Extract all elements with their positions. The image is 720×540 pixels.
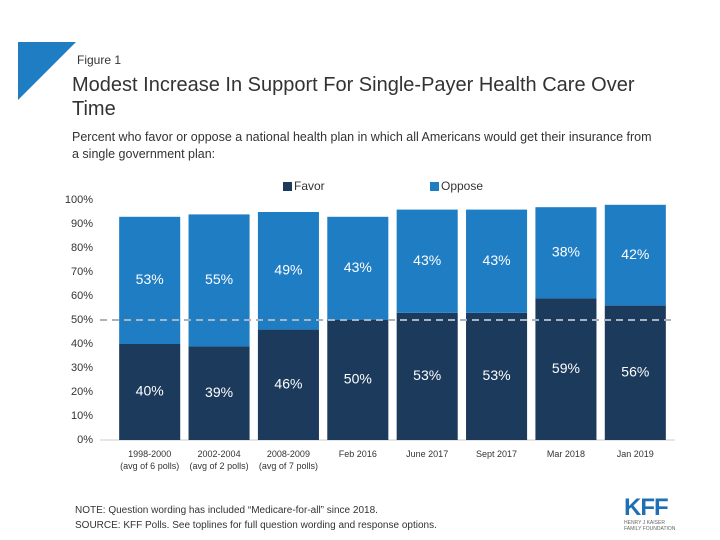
value-label: 56% (621, 364, 649, 380)
bar-segment (257, 212, 319, 330)
bar-segment (466, 209, 528, 313)
value-label: 49% (274, 262, 302, 278)
y-tick-label: 40% (71, 338, 93, 350)
bar-segment (119, 344, 181, 440)
value-label: 43% (483, 252, 511, 268)
bar-segment (535, 207, 597, 299)
bar-segment (396, 209, 458, 313)
legend-swatch (283, 182, 292, 191)
value-label: 53% (413, 367, 441, 383)
value-label: 50% (344, 371, 372, 387)
value-label: 40% (136, 383, 164, 399)
y-tick-label: 90% (71, 218, 93, 230)
x-tick-label: 2002-2004 (avg of 2 polls) (189, 449, 249, 471)
bar-segment (466, 312, 528, 440)
bar-segment (396, 312, 458, 440)
legend-swatch (430, 182, 439, 191)
y-tick-label: 10% (71, 410, 93, 422)
bar-segment (257, 329, 319, 440)
y-tick-label: 30% (71, 362, 93, 374)
chart-subtitle: Percent who favor or oppose a national h… (72, 130, 652, 161)
value-label: 59% (552, 360, 580, 376)
x-tick-label: June 2017 (406, 449, 449, 459)
figure-label: Figure 1 (77, 53, 122, 67)
bar-segment (604, 204, 666, 306)
logo-subtitle: HENRY J KAISER FAMILY FOUNDATION (624, 520, 676, 532)
bar-segment (188, 346, 250, 440)
bar-segment (119, 216, 181, 344)
y-tick-label: 50% (71, 314, 93, 326)
y-tick-label: 20% (71, 386, 93, 398)
value-label: 39% (205, 384, 233, 400)
x-tick-label: 2008-2009 (avg of 7 polls) (258, 449, 318, 471)
x-tick-label: Mar 2018 (546, 449, 585, 459)
logo: KFF (624, 494, 669, 521)
x-tick-label: Feb 2016 (338, 449, 377, 459)
y-tick-label: 80% (71, 242, 93, 254)
value-label: 46% (274, 376, 302, 392)
source: SOURCE: KFF Polls. See toplines for full… (75, 520, 437, 531)
x-tick-label: Sept 2017 (476, 449, 518, 459)
note: NOTE: Question wording has included “Med… (75, 505, 378, 516)
y-tick-label: 100% (65, 194, 93, 206)
y-tick-label: 60% (71, 290, 93, 302)
legend-label: Oppose (441, 179, 483, 193)
chart-title: Modest Increase In Support For Single-Pa… (72, 74, 635, 120)
bar-segment (604, 305, 666, 440)
value-label: 53% (483, 367, 511, 383)
value-label: 43% (413, 252, 441, 268)
x-tick-label: 1998-2000 (avg of 6 polls) (120, 449, 180, 471)
bar-segment (327, 216, 389, 320)
bar-segment (327, 320, 389, 440)
y-tick-label: 70% (71, 266, 93, 278)
bar-segment (188, 214, 250, 347)
y-tick-label: 0% (77, 434, 93, 446)
bar-segment (535, 298, 597, 440)
value-label: 53% (136, 271, 164, 287)
value-label: 43% (344, 259, 372, 275)
corner-accent (18, 42, 76, 100)
x-tick-label: Jan 2019 (616, 449, 654, 459)
value-label: 38% (552, 244, 580, 260)
legend-label: Favor (294, 179, 325, 193)
value-label: 55% (205, 271, 233, 287)
value-label: 42% (621, 246, 649, 262)
